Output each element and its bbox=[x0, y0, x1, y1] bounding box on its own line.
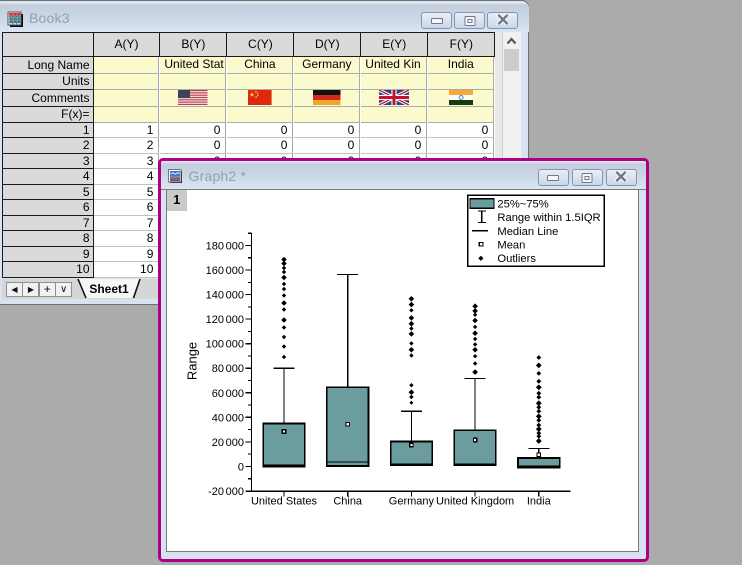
svg-text:Sheet1: Sheet1 bbox=[89, 282, 129, 296]
svg-text:Range: Range bbox=[185, 342, 200, 380]
svg-text:0: 0 bbox=[238, 461, 244, 473]
svg-text:Germany: Germany bbox=[389, 496, 435, 508]
svg-text:United Kingdom: United Kingdom bbox=[436, 496, 514, 508]
svg-text:Median Line: Median Line bbox=[497, 226, 558, 238]
svg-text:Mean: Mean bbox=[497, 240, 525, 252]
svg-text:Outliers: Outliers bbox=[497, 253, 536, 265]
svg-text:China: China bbox=[333, 496, 363, 508]
svg-text:Range within 1.5IQR: Range within 1.5IQR bbox=[497, 212, 600, 224]
svg-text:25%~75%: 25%~75% bbox=[497, 199, 548, 211]
svg-text:India: India bbox=[527, 496, 552, 508]
svg-text:United States: United States bbox=[251, 496, 318, 508]
